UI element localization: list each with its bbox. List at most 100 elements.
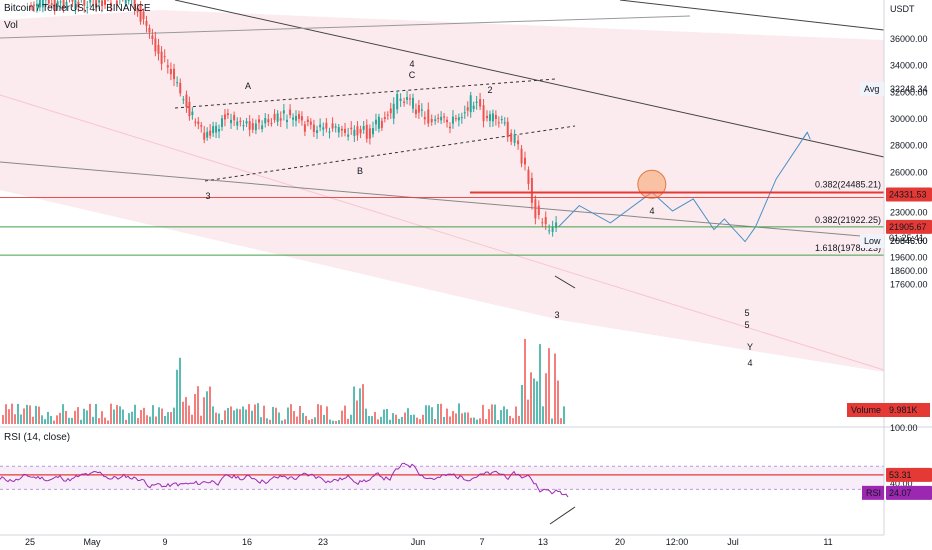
- candle-body: [297, 114, 300, 119]
- volume-bar: [554, 353, 556, 424]
- candle-body: [264, 118, 267, 124]
- volume-bar: [275, 407, 277, 424]
- volume-bar: [512, 418, 514, 424]
- candle-body: [191, 111, 194, 116]
- candle-body: [359, 129, 362, 134]
- volume-bar: [542, 406, 544, 424]
- volume-bar: [398, 418, 400, 424]
- candle-body: [242, 125, 245, 127]
- candle-body: [200, 125, 203, 127]
- candle-body: [488, 114, 491, 121]
- volume-bar: [98, 418, 100, 424]
- volume-bar: [551, 418, 553, 424]
- wave-label-5: 5: [744, 308, 749, 318]
- candle-body: [267, 119, 270, 123]
- price-tick: 34000.00: [890, 61, 928, 71]
- volume-bar: [515, 406, 517, 424]
- candle-body: [392, 103, 395, 119]
- volume-bar: [170, 412, 172, 424]
- volume-bar: [407, 408, 409, 424]
- volume-bar: [335, 420, 337, 424]
- volume-bar: [563, 406, 565, 424]
- candle-body: [517, 140, 520, 145]
- volume-bar: [413, 414, 415, 424]
- volume-bar: [122, 409, 124, 424]
- volume-bar: [257, 403, 259, 424]
- volume-bar: [260, 417, 262, 424]
- candle-body: [239, 120, 242, 122]
- volume-bar: [35, 405, 37, 424]
- volume-bar: [83, 408, 85, 424]
- volume-bar: [497, 420, 499, 424]
- volume-bar: [2, 415, 4, 424]
- short-trendline: [554, 275, 576, 289]
- volume-bar: [17, 403, 19, 424]
- volume-bar: [560, 418, 562, 424]
- candle-body: [510, 133, 513, 142]
- candle-body: [482, 105, 485, 122]
- volume-bar: [143, 407, 145, 424]
- wave-4-highlight: [637, 169, 667, 199]
- volume-bar: [527, 399, 529, 424]
- candle-body: [86, 6, 89, 9]
- candle-body: [169, 69, 172, 75]
- volume-bar: [47, 411, 49, 424]
- volume-bar: [182, 401, 184, 424]
- volume-bar: [353, 386, 355, 424]
- candle-body: [127, 0, 130, 2]
- volume-bar: [443, 416, 445, 424]
- volume-bar: [68, 417, 70, 424]
- candle-body: [520, 148, 523, 164]
- candle-body: [457, 117, 460, 121]
- price-tick: 32000.00: [890, 87, 928, 97]
- candle-body: [374, 119, 377, 125]
- volume-bar: [236, 408, 238, 424]
- rsi-layer: [0, 426, 932, 525]
- candle-body: [245, 121, 248, 124]
- candle-body: [356, 126, 359, 136]
- volume-bar: [203, 397, 205, 424]
- candle-body: [248, 121, 251, 130]
- candle-body: [423, 117, 426, 120]
- candle-body: [309, 121, 312, 125]
- volume-bar: [491, 404, 493, 424]
- volume-bar: [140, 410, 142, 424]
- candle-body: [403, 101, 406, 103]
- volume-bar: [452, 411, 454, 424]
- candle-body: [544, 217, 547, 225]
- rsi-title: RSI (14, close): [4, 432, 71, 443]
- volume-bar: [263, 405, 265, 424]
- volume-bar: [125, 419, 127, 424]
- price-tag-current-text: 21905.67: [889, 222, 927, 232]
- currency-label: USDT: [890, 4, 915, 14]
- trendlines-layer: [0, 0, 885, 289]
- candle-body: [295, 115, 298, 121]
- candle-body: [270, 123, 273, 125]
- candle-body: [500, 119, 503, 121]
- candle-body: [41, 0, 44, 8]
- volume-bar: [149, 416, 151, 424]
- volume-layer: [2, 338, 565, 424]
- candle-body: [282, 110, 285, 114]
- candle-body: [506, 121, 509, 138]
- volume-bar: [305, 415, 307, 424]
- volume-bar: [485, 419, 487, 424]
- candle-body: [555, 222, 558, 228]
- time-tick: 25: [25, 537, 35, 547]
- rsi-red-tag: 53.31: [886, 467, 932, 482]
- volume-title: Vol: [4, 20, 18, 31]
- candle-body: [209, 130, 212, 136]
- candle-body: [486, 115, 488, 119]
- volume-bar: [248, 404, 250, 424]
- lower-trendline: [0, 161, 885, 239]
- volume-bar: [155, 416, 157, 424]
- volume-bar: [530, 372, 532, 424]
- candle-body: [273, 113, 276, 120]
- avg-value: 32248.34: [890, 84, 928, 94]
- wave-label-C: C: [409, 70, 416, 80]
- volume-bar: [395, 414, 397, 424]
- price-tag-red-text: 24331.53: [889, 190, 927, 200]
- candle-body: [437, 117, 440, 119]
